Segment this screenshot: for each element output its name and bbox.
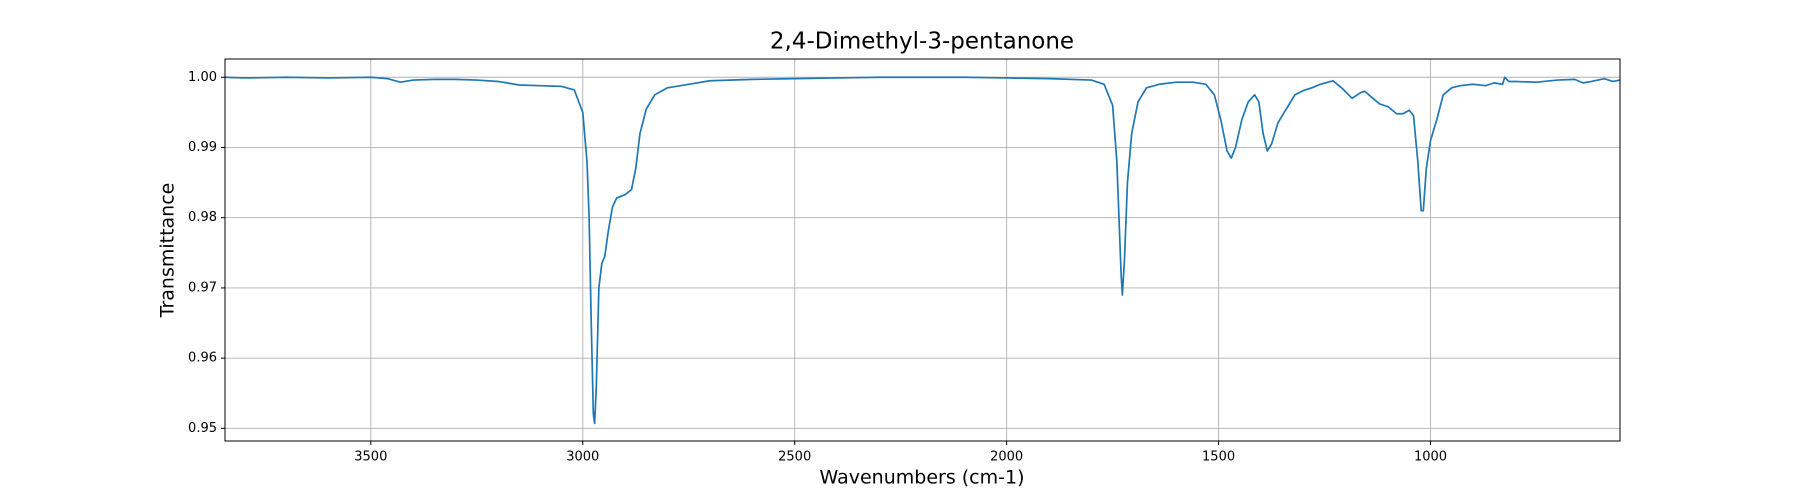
x-tick-label: 1000 <box>1414 450 1447 465</box>
plot-frame <box>224 58 1621 442</box>
x-tick-label: 1500 <box>1202 450 1235 465</box>
y-tick-label: 0.99 <box>188 140 217 155</box>
x-axis-label: Wavenumbers (cm-1) <box>820 467 1025 489</box>
x-tick-label: 3500 <box>354 450 387 465</box>
x-tick-label: 3000 <box>566 450 599 465</box>
x-tick-label: 2000 <box>990 450 1023 465</box>
y-axis-label: Transmittance <box>157 183 179 319</box>
chart-title: 2,4-Dimethyl-3-pentanone <box>770 29 1074 55</box>
y-tick-label: 0.95 <box>188 421 217 436</box>
y-tick-label: 0.96 <box>188 351 217 366</box>
spectrum-line <box>224 76 1621 425</box>
y-tick-label: 1.00 <box>188 70 217 85</box>
x-tick-label: 2500 <box>778 450 811 465</box>
y-tick-label: 0.98 <box>188 210 217 225</box>
y-tick-label: 0.97 <box>188 280 217 295</box>
